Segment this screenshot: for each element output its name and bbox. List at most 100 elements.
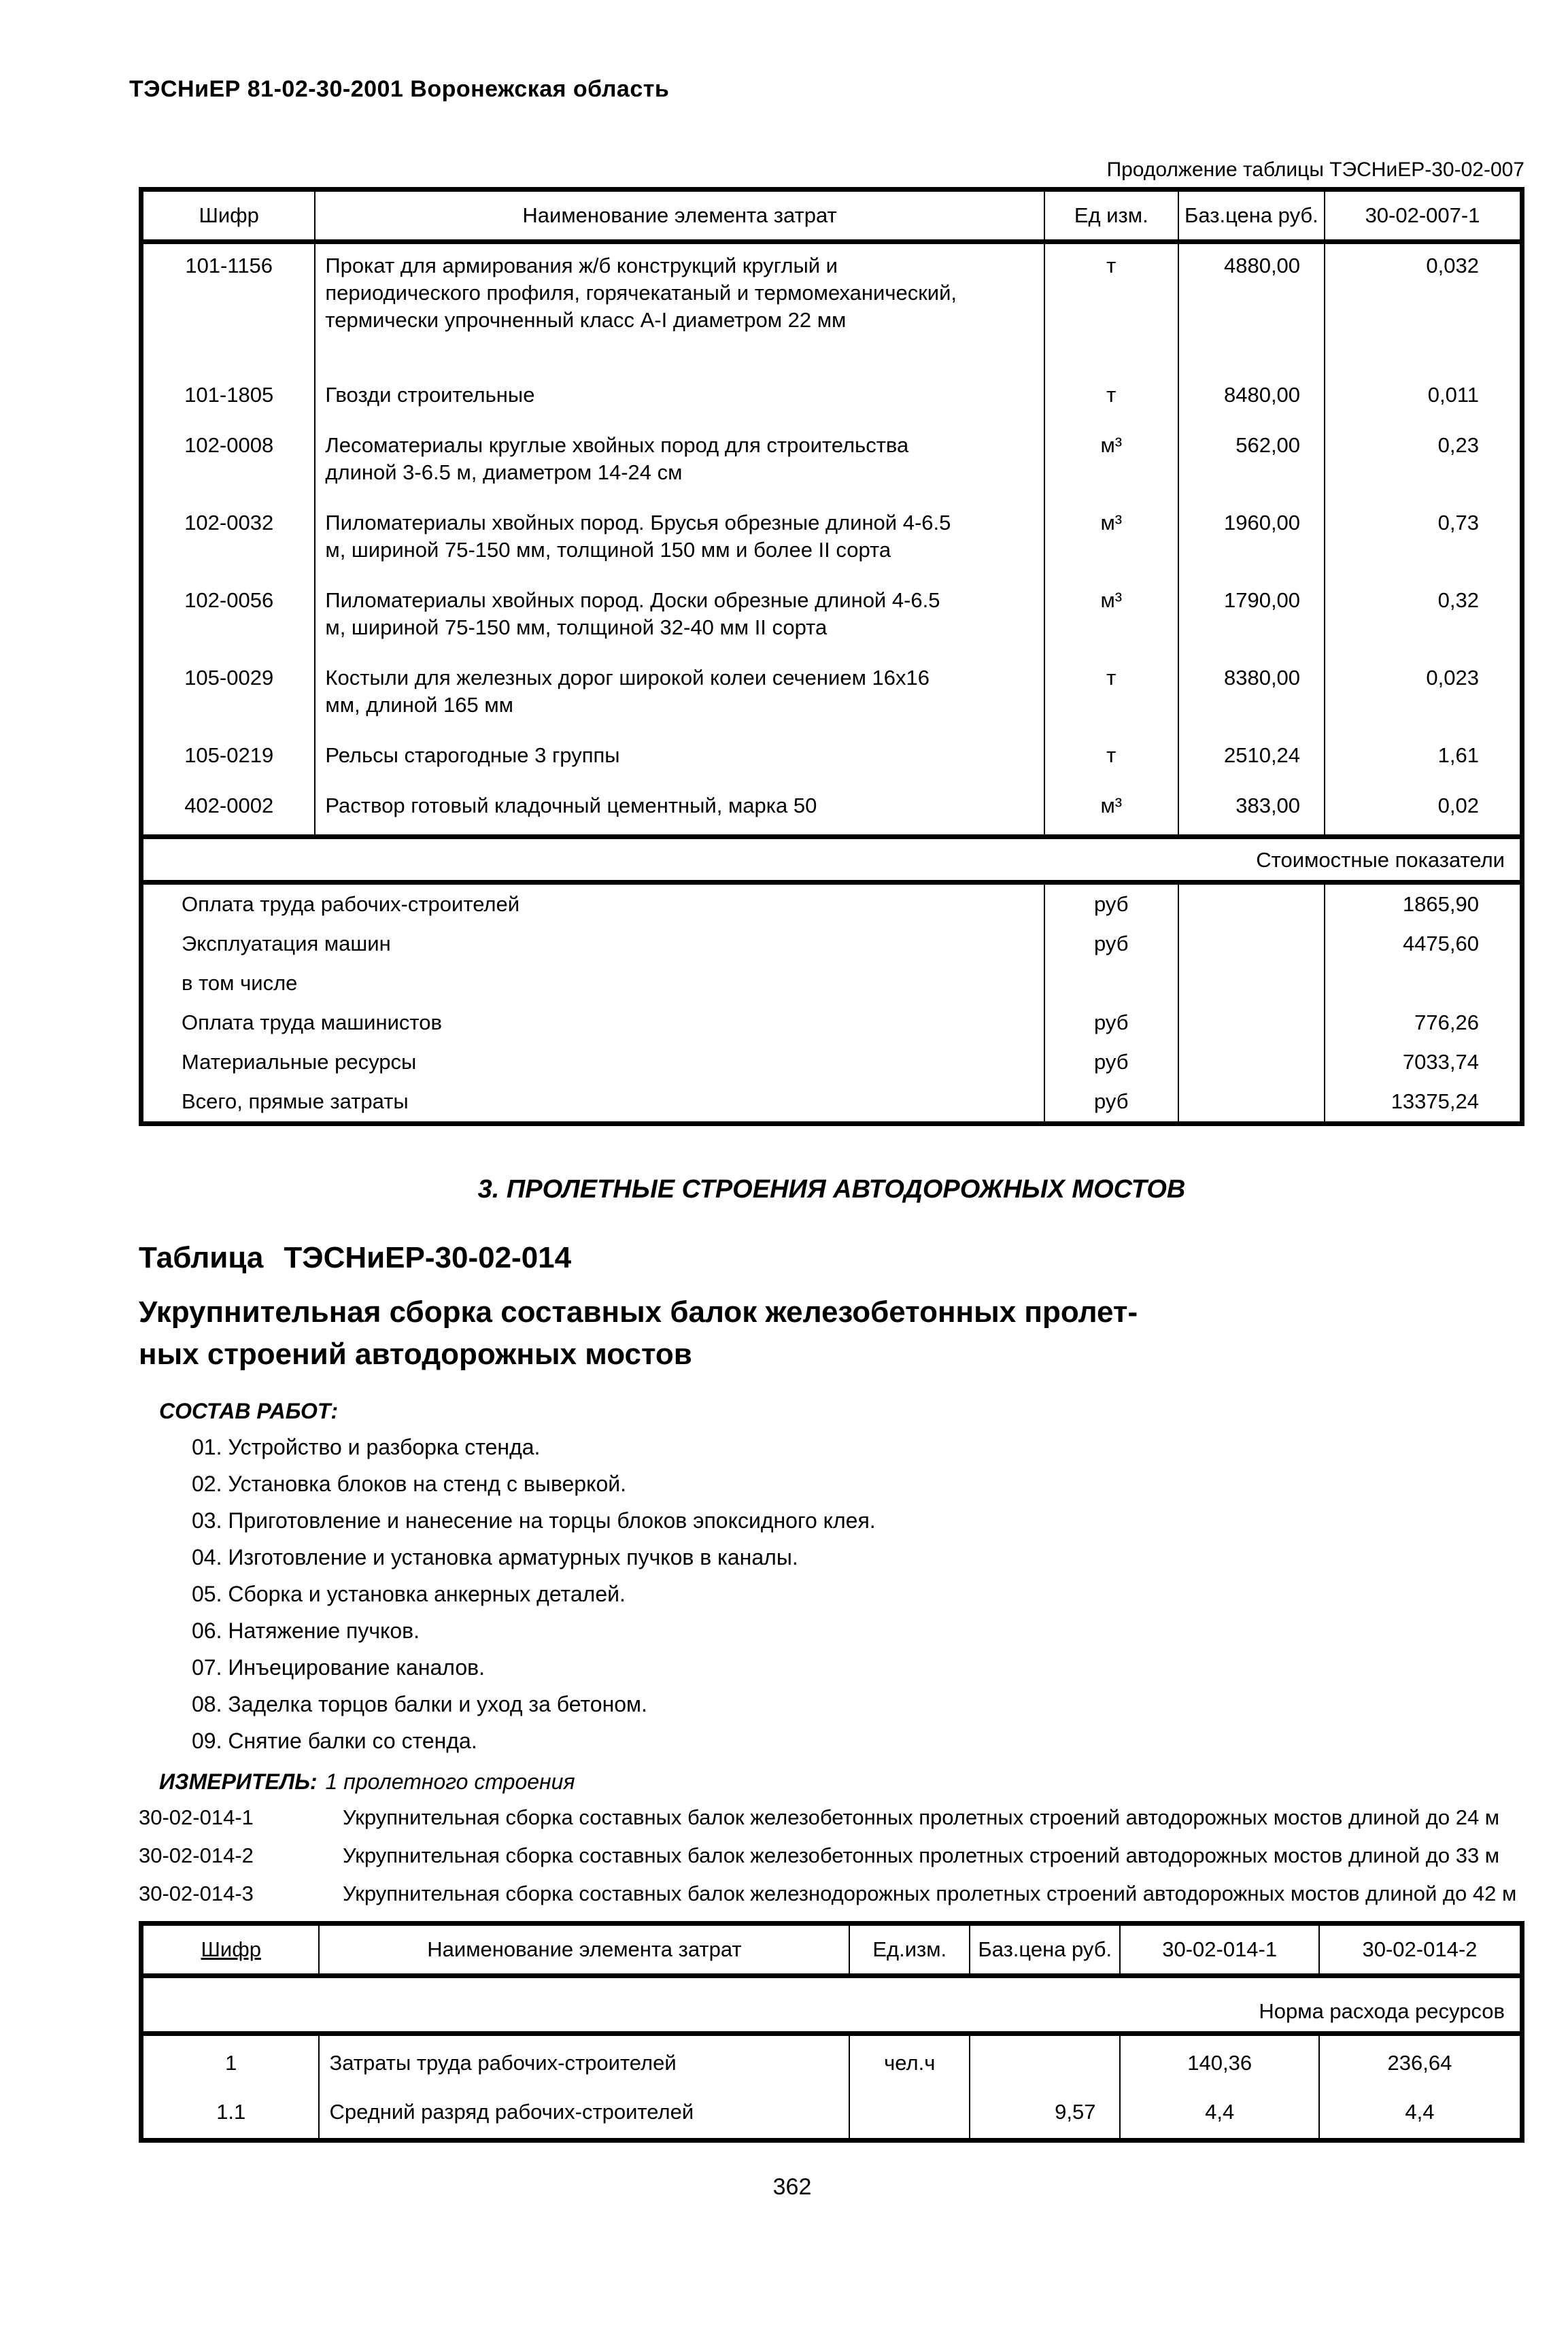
- material-code: 105-0219: [184, 743, 274, 767]
- material-price: 2510,24: [1177, 734, 1325, 784]
- row-price: [969, 2033, 1121, 2094]
- total-unit: руб: [1043, 882, 1178, 924]
- table-row: Оплата труда машинистов руб 776,26: [141, 1003, 1522, 1042]
- resource-norm-label: Норма расхода ресурсов: [141, 1975, 1522, 2036]
- table-row: Всего, прямые затраты руб 13375,24: [141, 1082, 1522, 1124]
- table-row: 102-0008 Лесоматериалы круглые хвойных п…: [141, 424, 1522, 501]
- table1-col-price: Баз.цена руб.: [1177, 189, 1325, 244]
- table1-col-value: 30-02-007-1: [1324, 189, 1522, 244]
- measurer-value: 1 пролетного строения: [325, 1769, 575, 1794]
- material-price: 8380,00: [1177, 656, 1325, 734]
- total-label: Всего, прямые затраты: [182, 1089, 409, 1113]
- material-name: Пиломатериалы хвойных пород. Брусья обре…: [314, 501, 1044, 579]
- total-price-empty: [1177, 1042, 1325, 1082]
- material-unit: м³: [1043, 784, 1178, 837]
- total-label: Эксплуатация машин: [182, 932, 391, 955]
- resource-norm-band: Норма расхода ресурсов: [141, 1975, 1522, 2036]
- norm-definition: 30-02-014-2 Укрупнительная сборка состав…: [139, 1841, 1524, 1871]
- total-label: Материальные ресурсы: [182, 1050, 417, 1074]
- material-unit: м³: [1043, 501, 1178, 579]
- table2-title: Таблица ТЭСНиЕР-30-02-014: [139, 1241, 1524, 1275]
- table2-main-title: Укрупнительная сборка составных балок же…: [139, 1291, 1524, 1376]
- row-name: Затраты труда рабочих-строителей: [318, 2033, 850, 2094]
- material-price: 562,00: [1177, 424, 1325, 501]
- table-row: 101-1805 Гвозди строительные т 8480,00 0…: [141, 373, 1522, 424]
- cost-table-30-02-007: Шифр Наименование элемента затрат Ед изм…: [139, 187, 1524, 1126]
- row-norm1: 4,4: [1119, 2094, 1319, 2141]
- material-unit: т: [1043, 373, 1178, 424]
- table-row: 105-0029 Костыли для железных дорог широ…: [141, 656, 1522, 734]
- material-code: 101-1805: [184, 383, 274, 407]
- material-value: 0,023: [1324, 656, 1522, 734]
- work-item: 03. Приготовление и нанесение на торцы б…: [192, 1508, 876, 1533]
- material-value: 0,032: [1324, 241, 1522, 373]
- work-item: 06. Натяжение пучков.: [192, 1618, 420, 1643]
- table-row: 102-0032 Пиломатериалы хвойных пород. Бр…: [141, 501, 1522, 579]
- total-price-empty: [1177, 882, 1325, 924]
- material-name: Костыли для железных дорог широкой колеи…: [314, 656, 1044, 734]
- material-unit: т: [1043, 241, 1178, 373]
- page-number: 362: [772, 2174, 812, 2200]
- cost-indicators-band: Стоимостные показатели: [141, 834, 1522, 885]
- section-heading: 3. ПРОЛЕТНЫЕ СТРОЕНИЯ АВТОДОРОЖНЫХ МОСТО…: [477, 1175, 1186, 1204]
- material-code: 402-0002: [184, 794, 274, 817]
- material-unit: м³: [1043, 424, 1178, 501]
- table2-title-code: ТЭСНиЕР-30-02-014: [284, 1241, 572, 1274]
- table1-col-name: Наименование элемента затрат: [314, 189, 1044, 244]
- total-unit: руб: [1043, 1003, 1178, 1042]
- total-label: Оплата труда рабочих-строителей: [182, 892, 520, 916]
- material-unit: м³: [1043, 579, 1178, 656]
- main-title-line: Укрупнительная сборка составных балок же…: [139, 1295, 1138, 1329]
- total-unit: руб: [1043, 1042, 1178, 1082]
- table2-col-norm2: 30-02-014-2: [1318, 1923, 1522, 1978]
- material-value: 0,02: [1324, 784, 1522, 837]
- main-title-line: ных строений автодорожных мостов: [139, 1338, 692, 1371]
- material-code: 102-0032: [184, 511, 274, 534]
- table-row: 1 Затраты труда рабочих-строителей чел.ч…: [141, 2033, 1522, 2094]
- row-norm2: 4,4: [1318, 2094, 1522, 2141]
- measurer-line: ИЗМЕРИТЕЛЬ: 1 пролетного строения: [159, 1769, 1524, 1795]
- total-price-empty: [1177, 1082, 1325, 1124]
- table-row: 1.1 Средний разряд рабочих-строителей 9,…: [141, 2094, 1522, 2141]
- table1-col-code: Шифр: [141, 189, 316, 244]
- norm-text: Укрупнительная сборка составных балок же…: [343, 1882, 1517, 1905]
- norm-text: Укрупнительная сборка составных балок же…: [343, 1805, 1500, 1829]
- table-row: Эксплуатация машин руб 4475,60: [141, 924, 1522, 964]
- work-item: 07. Инъецирование каналов.: [192, 1655, 485, 1680]
- resource-table-30-02-014: Шифр Наименование элемента затрат Ед.изм…: [139, 1921, 1524, 2143]
- material-value: 0,23: [1324, 424, 1522, 501]
- table-row: 101-1156 Прокат для армирования ж/б конс…: [141, 241, 1522, 373]
- work-item: 08. Заделка торцов балки и уход за бетон…: [192, 1692, 647, 1716]
- table2-col-code: Шифр: [141, 1923, 320, 1978]
- material-price: 1790,00: [1177, 579, 1325, 656]
- table1-col-unit: Ед изм.: [1043, 189, 1178, 244]
- material-code: 105-0029: [184, 666, 274, 690]
- total-label: в том числе: [182, 971, 298, 995]
- row-unit: [849, 2094, 970, 2141]
- material-name: Пиломатериалы хвойных пород. Доски обрез…: [314, 579, 1044, 656]
- material-name: Гвозди строительные: [314, 373, 1044, 424]
- total-value: 7033,74: [1324, 1042, 1522, 1082]
- total-value: 1865,90: [1324, 882, 1522, 924]
- work-composition-label: СОСТАВ РАБОТ:: [159, 1399, 339, 1423]
- material-price: 1960,00: [1177, 501, 1325, 579]
- table-row: Оплата труда рабочих-строителей руб 1865…: [141, 882, 1522, 924]
- work-item: 04. Изготовление и установка арматурных …: [192, 1545, 798, 1569]
- total-price-empty: [1177, 924, 1325, 964]
- material-code: 101-1156: [185, 254, 273, 277]
- material-code: 102-0008: [184, 433, 274, 457]
- norm-code: 30-02-014-3: [139, 1882, 254, 1905]
- material-name: Раствор готовый кладочный цементный, мар…: [314, 784, 1044, 837]
- norm-code: 30-02-014-2: [139, 1844, 254, 1867]
- material-name: Прокат для армирования ж/б конструкций к…: [314, 241, 1044, 373]
- table-row: 102-0056 Пиломатериалы хвойных пород. До…: [141, 579, 1522, 656]
- total-unit: руб: [1043, 924, 1178, 964]
- row-price: 9,57: [969, 2094, 1121, 2141]
- norm-code: 30-02-014-1: [139, 1805, 254, 1829]
- material-value: 0,011: [1324, 373, 1522, 424]
- table1-header-row: Шифр Наименование элемента затрат Ед изм…: [141, 189, 1522, 244]
- table-row: 105-0219 Рельсы старогодные 3 группы т 2…: [141, 734, 1522, 784]
- material-price: 4880,00: [1177, 241, 1325, 373]
- total-value: 4475,60: [1324, 924, 1522, 964]
